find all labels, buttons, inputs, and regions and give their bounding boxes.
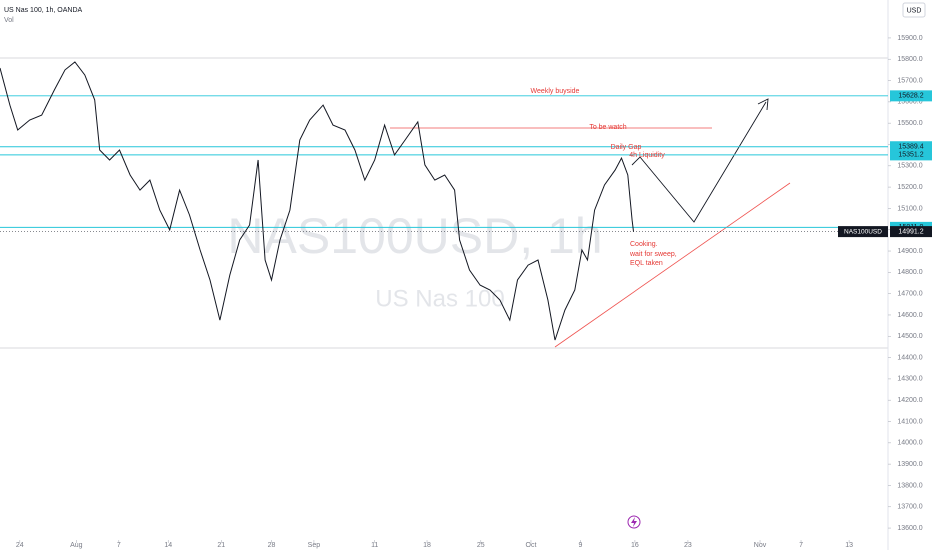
x-tick-label: 16 bbox=[631, 542, 639, 549]
x-tick-label: Aug bbox=[70, 542, 83, 549]
y-tick-label: 13700.0 bbox=[897, 504, 922, 511]
trend-line bbox=[554, 182, 791, 348]
header-title: US Nas 100, 1h, OANDA bbox=[4, 7, 83, 14]
x-tick-label: 13 bbox=[845, 542, 853, 549]
x-tick-label: Nov bbox=[754, 542, 767, 549]
y-tick-label: 13900.0 bbox=[897, 461, 922, 468]
level-tag bbox=[890, 149, 932, 161]
level-tag-label: 15351.2 bbox=[898, 152, 923, 159]
x-tick-label: 7 bbox=[117, 542, 121, 549]
watermark-name: US Nas 100 bbox=[375, 285, 504, 312]
y-tick-label: 14700.0 bbox=[897, 290, 922, 297]
y-tick-label: 14600.0 bbox=[897, 312, 922, 319]
y-tick-label: 15300.0 bbox=[897, 163, 922, 170]
y-tick-label: 15800.0 bbox=[897, 56, 922, 63]
watermark-symbol: NAS100USD, 1h bbox=[227, 208, 602, 264]
x-tick-label: 11 bbox=[371, 542, 378, 549]
symbol-tag-label: NAS100USD bbox=[844, 228, 882, 235]
x-tick-label: Sep bbox=[308, 542, 321, 549]
annotation: EQL taken bbox=[630, 260, 663, 267]
currency-label: USD bbox=[907, 7, 922, 14]
x-tick-label: 23 bbox=[684, 542, 692, 549]
x-tick-label: Oct bbox=[526, 542, 537, 549]
annotation: wait for sweep, bbox=[629, 251, 677, 258]
x-tick-label: 28 bbox=[268, 542, 276, 549]
last-price-tag bbox=[890, 226, 932, 238]
y-tick-label: 15100.0 bbox=[897, 205, 922, 212]
annotation: Daily Gap bbox=[611, 144, 642, 151]
y-tick-label: 14800.0 bbox=[897, 269, 922, 276]
y-tick-label: 14100.0 bbox=[897, 418, 922, 425]
y-tick-label: 14900.0 bbox=[897, 248, 922, 255]
y-tick-label: 14500.0 bbox=[897, 333, 922, 340]
y-tick-label: 15900.0 bbox=[897, 35, 922, 42]
y-tick-label: 15700.0 bbox=[897, 77, 922, 84]
y-tick-label: 14400.0 bbox=[897, 354, 922, 361]
annotation: 4h Liquidity bbox=[629, 152, 665, 159]
indicator-label: Vol bbox=[4, 17, 14, 24]
y-tick-label: 15500.0 bbox=[897, 120, 922, 127]
x-tick-label: 7 bbox=[799, 542, 803, 549]
y-tick-label: 14200.0 bbox=[897, 397, 922, 404]
event-bolt bbox=[631, 517, 637, 527]
currency-button[interactable] bbox=[902, 2, 926, 18]
x-tick-label: 24 bbox=[16, 542, 24, 549]
y-tick-label: 15200.0 bbox=[897, 184, 922, 191]
annotation: Cooking. bbox=[630, 241, 658, 248]
x-tick-label: 25 bbox=[477, 542, 485, 549]
x-tick-label: 21 bbox=[217, 542, 225, 549]
level-tag bbox=[890, 90, 932, 102]
projection-path bbox=[631, 101, 767, 223]
y-tick-label: 15600.0 bbox=[897, 99, 922, 106]
x-tick-label: 14 bbox=[164, 542, 172, 549]
y-tick-label: 13600.0 bbox=[897, 525, 922, 532]
y-tick-label: 14300.0 bbox=[897, 376, 922, 383]
symbol-tag bbox=[838, 226, 888, 238]
projection-arrow bbox=[757, 98, 769, 111]
x-tick-label: 9 bbox=[578, 542, 582, 549]
price-line bbox=[0, 61, 634, 341]
last-price-label: 14991.2 bbox=[898, 228, 923, 235]
y-tick-label: 13800.0 bbox=[897, 482, 922, 489]
annotation: Weekly buyside bbox=[531, 88, 580, 95]
level-tag-label: 15628.2 bbox=[898, 93, 923, 100]
y-tick-label: 14000.0 bbox=[897, 440, 922, 447]
annotation: To be watch bbox=[589, 124, 626, 131]
level-tag-label: 15389.4 bbox=[898, 144, 923, 151]
level-tag bbox=[890, 141, 932, 153]
x-tick-label: 18 bbox=[423, 542, 431, 549]
